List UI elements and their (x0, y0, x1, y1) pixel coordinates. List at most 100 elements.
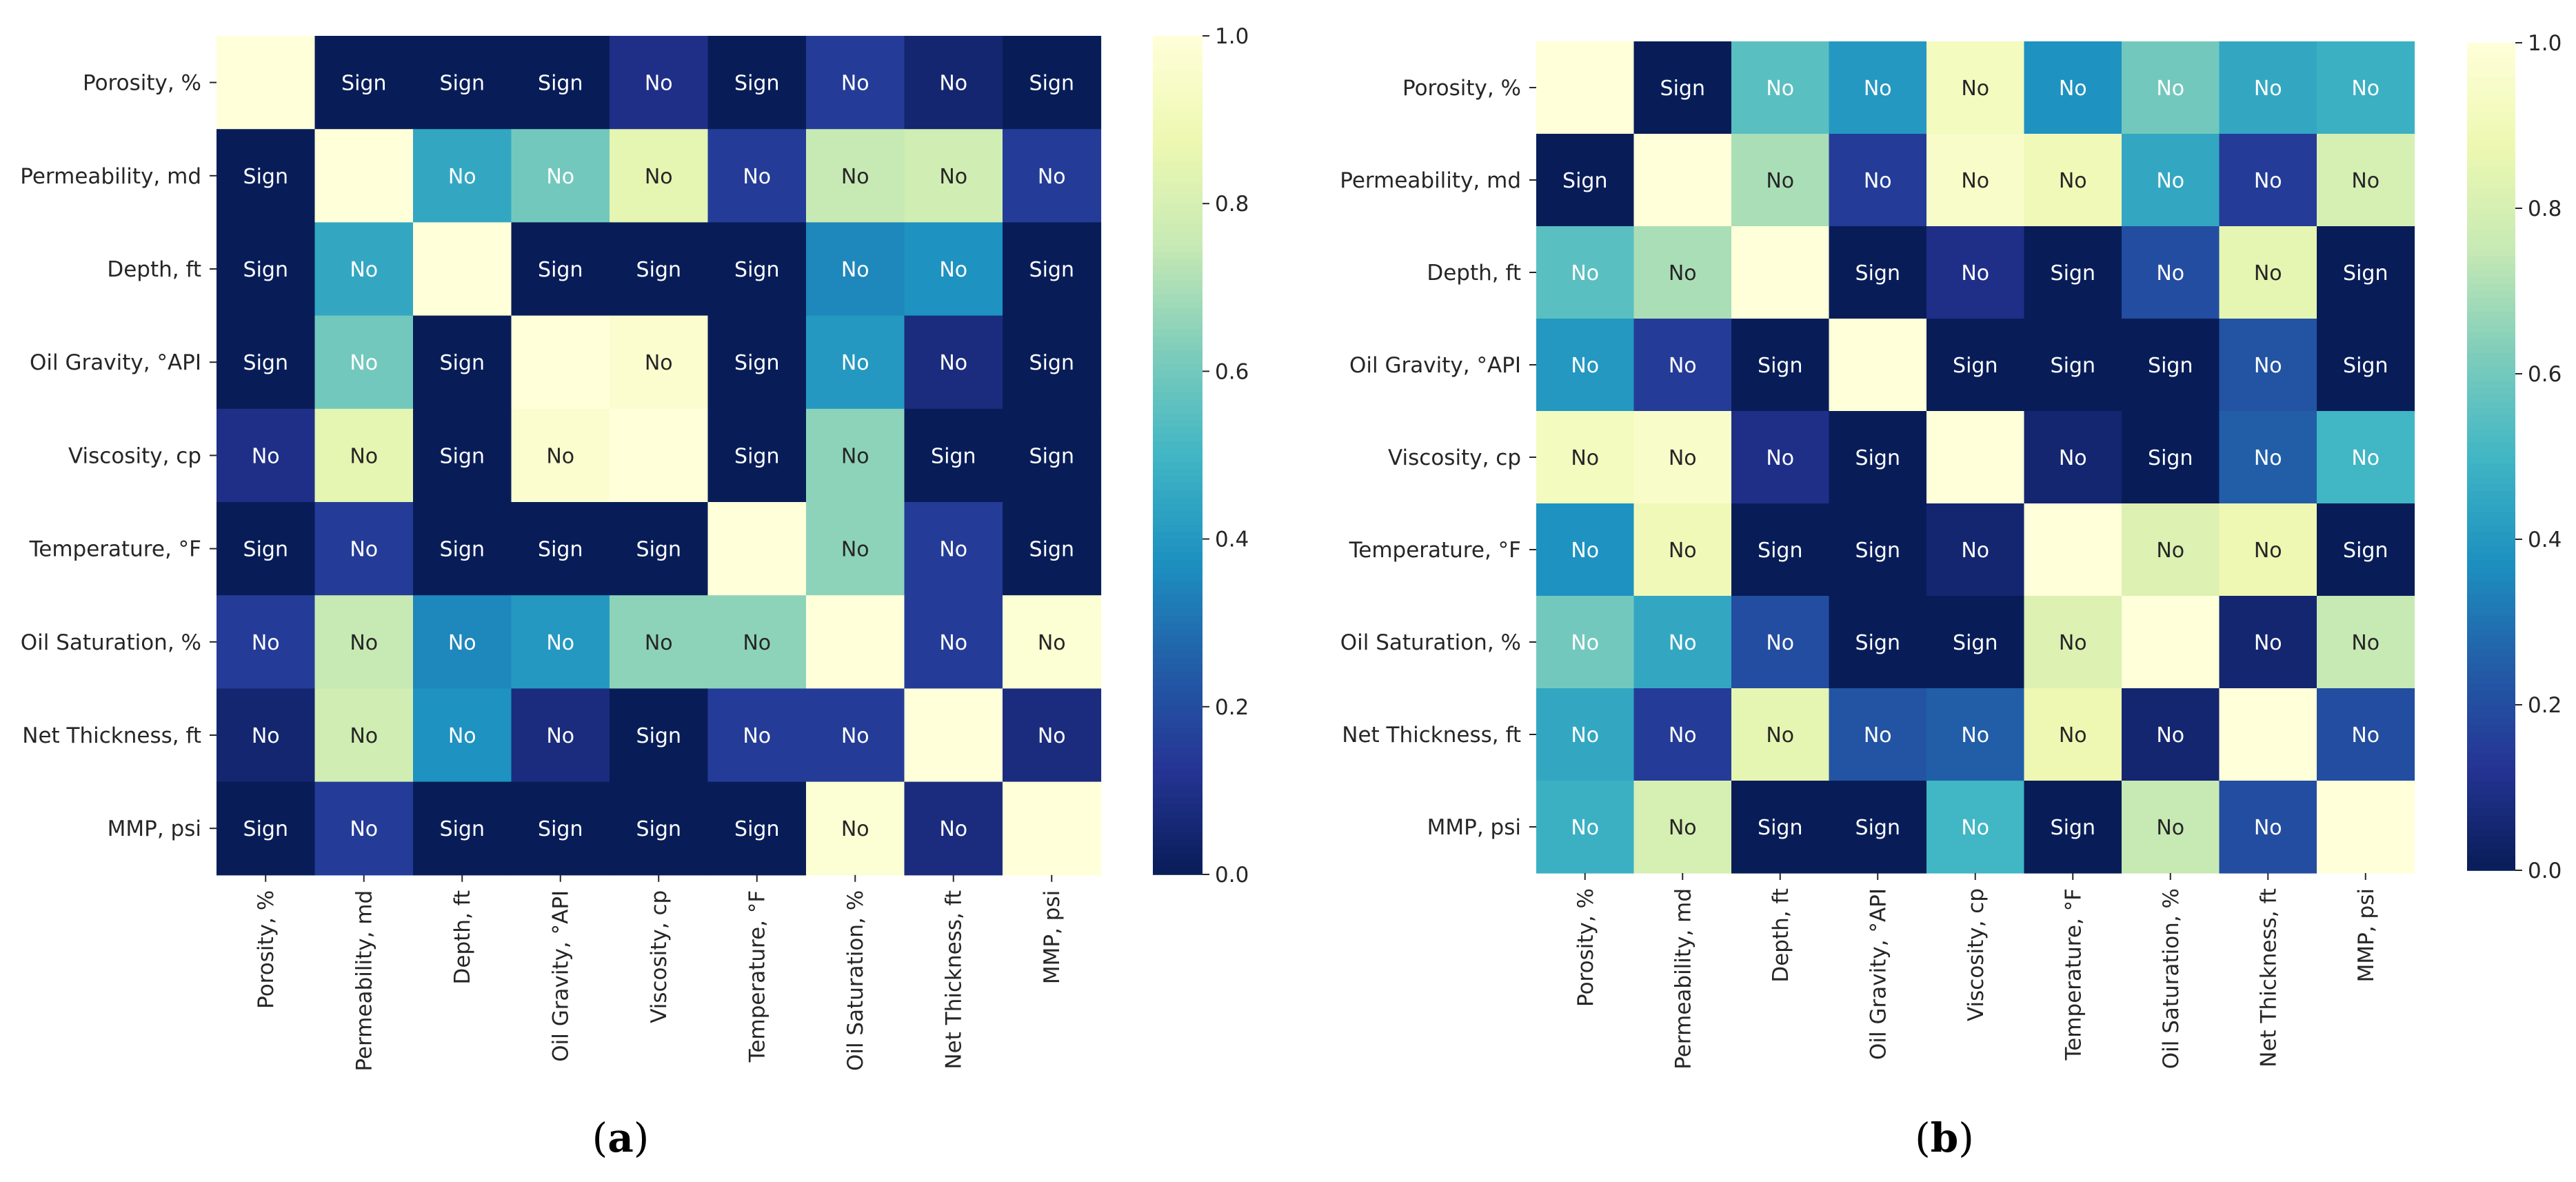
y-tick-label: Depth, ft (107, 257, 201, 282)
cell-annotation: No (1038, 165, 1066, 189)
cell-annotation: No (939, 817, 967, 841)
heatmap-cell (904, 315, 1003, 410)
cell-annotation: No (2059, 169, 2087, 193)
heatmap-cell (1536, 688, 1635, 781)
colorbar-segment (1153, 266, 1203, 274)
cell-annotation: No (2156, 816, 2184, 840)
colorbar-segment (2467, 712, 2515, 719)
heatmap-cell (2219, 226, 2317, 319)
heatmap-cell (314, 781, 414, 876)
cell-annotation: No (1864, 169, 1892, 193)
heatmap-cell (1536, 226, 1635, 319)
colorbar-segment (1153, 839, 1203, 848)
colorbar-segment (1153, 448, 1203, 456)
heatmap-cell (806, 129, 905, 223)
colorbar-segment (2467, 332, 2515, 340)
colorbar-segment (1153, 273, 1203, 281)
colorbar-segment (2467, 312, 2515, 319)
colorbar-segment (1153, 133, 1203, 141)
colorbar-segment (2467, 794, 2515, 802)
cell-annotation: No (252, 631, 280, 655)
y-tick-label: Oil Gravity, °API (1349, 353, 1521, 378)
colorbar-segment (2467, 367, 2515, 374)
cell-annotation: No (2351, 446, 2379, 470)
cell-annotation: No (1669, 446, 1697, 470)
colorbar-segment (1153, 713, 1203, 721)
cell-annotation: No (546, 444, 574, 468)
x-tick-label: Oil Gravity, °API (549, 890, 574, 1062)
cell-annotation: Sign (243, 165, 288, 189)
heatmap-cell (413, 222, 512, 317)
colorbar-segment (2467, 670, 2515, 678)
y-tick-label: MMP, psi (108, 817, 201, 841)
colorbar-segment (2467, 836, 2515, 843)
heatmap-cell (217, 595, 316, 689)
colorbar-segment (1153, 560, 1203, 568)
colorbar-segment (2467, 622, 2515, 630)
colorbar-tick-label: 0.0 (2528, 859, 2562, 883)
colorbar-segment (1153, 357, 1203, 365)
colorbar-segment (1153, 287, 1203, 295)
cell-annotation: Sign (734, 258, 779, 282)
cell-annotation: No (841, 724, 869, 748)
heatmap-cell (1536, 134, 1635, 227)
colorbar-segment (1153, 497, 1203, 505)
x-tick-label: Viscosity, cp (1964, 888, 1989, 1021)
cell-annotation: No (2156, 539, 2184, 563)
colorbar-segment (1153, 50, 1203, 58)
colorbar-segment (1153, 685, 1203, 694)
colorbar-segment (1153, 210, 1203, 219)
colorbar-segment (2467, 843, 2515, 850)
colorbar-segment (2467, 753, 2515, 761)
x-tick-label: Temperature, °F (2061, 888, 2086, 1061)
colorbar-segment (1153, 77, 1203, 86)
colorbar-tick-label: 0.6 (2528, 362, 2562, 387)
colorbar-segment (1153, 141, 1203, 148)
heatmap-cell (904, 36, 1003, 130)
cell-annotation: Sign (1029, 444, 1074, 468)
heatmap-cell (2317, 319, 2415, 412)
colorbar-segment (2467, 119, 2515, 126)
colorbar-segment (2467, 829, 2515, 837)
colorbar-segment (1153, 637, 1203, 645)
heatmap-cell (2219, 134, 2317, 227)
colorbar-segment (1153, 657, 1203, 665)
colorbar-segment (1153, 434, 1203, 442)
colorbar-segment (1153, 154, 1203, 163)
colorbar-segment (2467, 719, 2515, 726)
cell-annotation: No (841, 258, 869, 282)
heatmap-cell (413, 36, 512, 130)
cell-annotation: No (350, 258, 378, 282)
cell-annotation: Sign (243, 258, 288, 282)
heatmap-cell (707, 36, 807, 130)
heatmap-cell (413, 408, 512, 503)
colorbar-segment (2467, 160, 2515, 168)
colorbar-segment (2467, 629, 2515, 637)
cell-annotation: No (2059, 723, 2087, 748)
heatmap-cell (1829, 596, 1927, 689)
cell-annotation: Sign (538, 72, 583, 96)
cell-annotation: Sign (2051, 816, 2095, 840)
x-tick-label: Permeability, md (352, 890, 377, 1072)
y-tick-label: Porosity, % (83, 71, 201, 96)
x-tick-label: Net Thickness, ft (942, 890, 967, 1070)
cell-annotation: No (939, 351, 967, 375)
colorbar-segment (1153, 392, 1203, 400)
heatmap-cell (2122, 134, 2220, 227)
colorbar-segment (1153, 567, 1203, 575)
heatmap-cell (904, 129, 1003, 223)
x-tick-label: Oil Saturation, % (843, 890, 868, 1071)
colorbar-segment (1153, 539, 1203, 547)
colorbar-segment (2467, 277, 2515, 285)
colorbar-segment (2467, 788, 2515, 795)
colorbar-segment (2467, 284, 2515, 292)
heatmap-cell (1633, 226, 1732, 319)
cell-annotation: No (939, 258, 967, 282)
colorbar-segment (2467, 181, 2515, 188)
heatmap-cell (904, 408, 1003, 503)
colorbar-segment (1153, 692, 1203, 701)
heatmap-cell (314, 315, 414, 410)
heatmap-cell (2024, 411, 2122, 504)
heatmap-cell (413, 781, 512, 876)
y-tick-label: Oil Saturation, % (1340, 630, 1521, 655)
